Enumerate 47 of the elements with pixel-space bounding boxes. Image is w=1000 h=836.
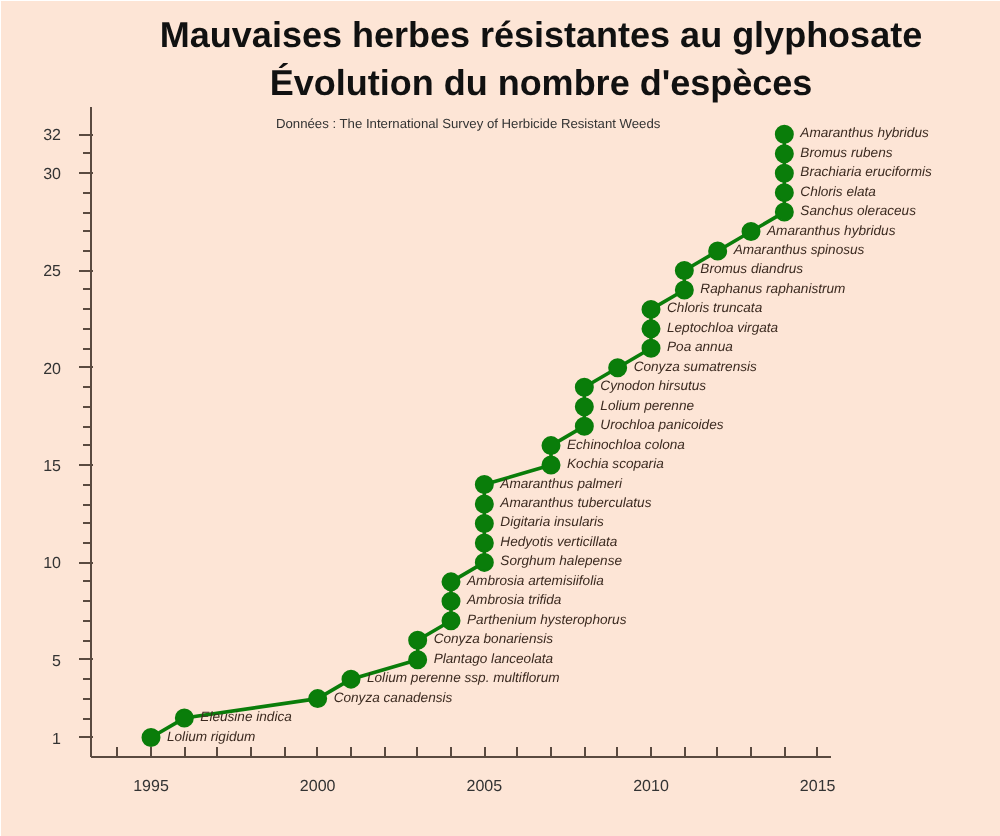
- point: [441, 572, 461, 592]
- point: [674, 280, 694, 300]
- y-tick-label: 10: [43, 554, 63, 573]
- point: [441, 591, 461, 611]
- x-tick-label: 2000: [299, 777, 337, 795]
- point: [774, 144, 794, 164]
- x-tick-label: 2010: [633, 777, 670, 795]
- point: [474, 513, 494, 533]
- y-tick-label: 5: [52, 651, 63, 670]
- point: [408, 650, 428, 670]
- point: [774, 183, 794, 203]
- point: [741, 222, 761, 242]
- chart-title: Mauvaises herbes résistantes au glyphosate: [159, 15, 923, 55]
- y-tick-label: 20: [43, 359, 63, 378]
- point: [141, 728, 161, 748]
- point: [608, 358, 628, 378]
- point: [574, 416, 594, 436]
- point: [774, 202, 794, 222]
- point: [641, 338, 661, 358]
- point: [574, 397, 594, 417]
- point: [774, 124, 794, 144]
- y-tick-label: 30: [43, 165, 63, 184]
- x-tick-label: 1995: [133, 777, 170, 795]
- point: [674, 260, 694, 280]
- x-tick-label: 2015: [799, 777, 837, 795]
- point: [341, 669, 361, 689]
- point: [174, 708, 194, 728]
- chart-subtitle: Évolution du nombre d'espèces: [269, 63, 813, 103]
- point: [441, 611, 461, 631]
- point: [408, 630, 428, 650]
- point: [541, 436, 561, 456]
- point: [474, 533, 494, 553]
- y-tick-label: 15: [43, 457, 63, 476]
- point: [641, 299, 661, 319]
- point: [308, 689, 328, 709]
- point: [474, 494, 494, 514]
- y-tick-label: 1: [52, 729, 63, 748]
- point: [641, 319, 661, 339]
- point: [474, 552, 494, 572]
- point: [774, 163, 794, 183]
- point: [541, 455, 561, 475]
- y-tick-label: 32: [43, 126, 63, 145]
- x-tick-label: 2005: [466, 777, 504, 795]
- y-tick-label: 25: [43, 262, 63, 281]
- point: [474, 475, 494, 495]
- point: [708, 241, 728, 261]
- point: [574, 377, 594, 397]
